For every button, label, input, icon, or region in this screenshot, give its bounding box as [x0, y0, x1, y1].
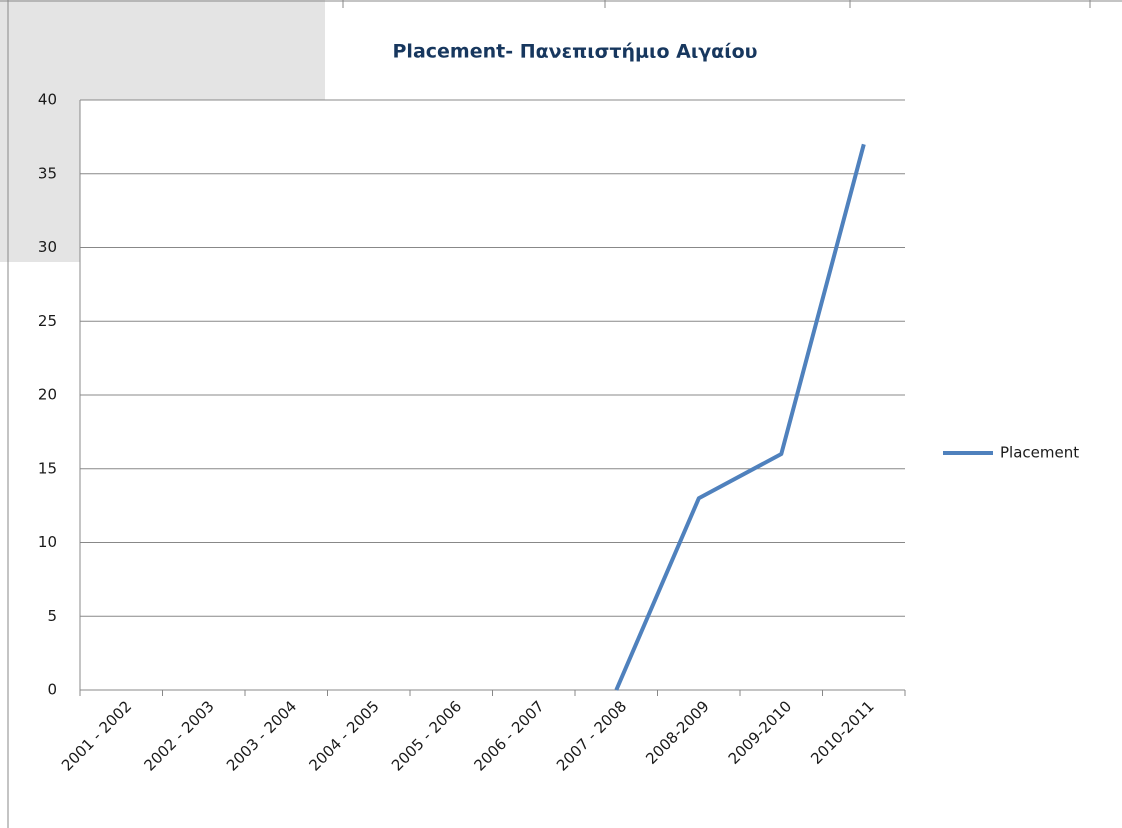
- y-tick-label: 40: [38, 91, 57, 109]
- y-tick-label: 20: [38, 386, 57, 404]
- x-tick-label: 2004 - 2005: [305, 697, 382, 774]
- series-line: [614, 143, 866, 691]
- y-tick-label: 0: [47, 681, 57, 699]
- x-tick-label: 2010-2011: [807, 697, 878, 768]
- x-tick-label: 2003 - 2004: [223, 697, 300, 774]
- x-tick-label: 2002 - 2003: [140, 697, 217, 774]
- y-tick-label: 25: [38, 312, 57, 330]
- y-tick-label: 15: [38, 459, 57, 477]
- x-tick-label: 2009-2010: [725, 697, 796, 768]
- x-tick-label: 2006 - 2007: [470, 697, 547, 774]
- chart-title: Placement- Πανεπιστήμιο Αιγαίου: [393, 41, 758, 63]
- y-tick-label: 30: [38, 238, 57, 256]
- y-tick-label: 35: [38, 164, 57, 182]
- x-tick-label: 2005 - 2006: [388, 697, 465, 774]
- x-tick-label: 2007 - 2008: [553, 697, 630, 774]
- legend-label: Placement: [1000, 444, 1079, 462]
- x-tick-label: 2001 - 2002: [58, 697, 135, 774]
- y-tick-label: 10: [38, 533, 57, 551]
- y-tick-label: 5: [47, 607, 57, 625]
- texture: [0, 0, 80, 262]
- x-tick-label: 2008-2009: [642, 697, 713, 768]
